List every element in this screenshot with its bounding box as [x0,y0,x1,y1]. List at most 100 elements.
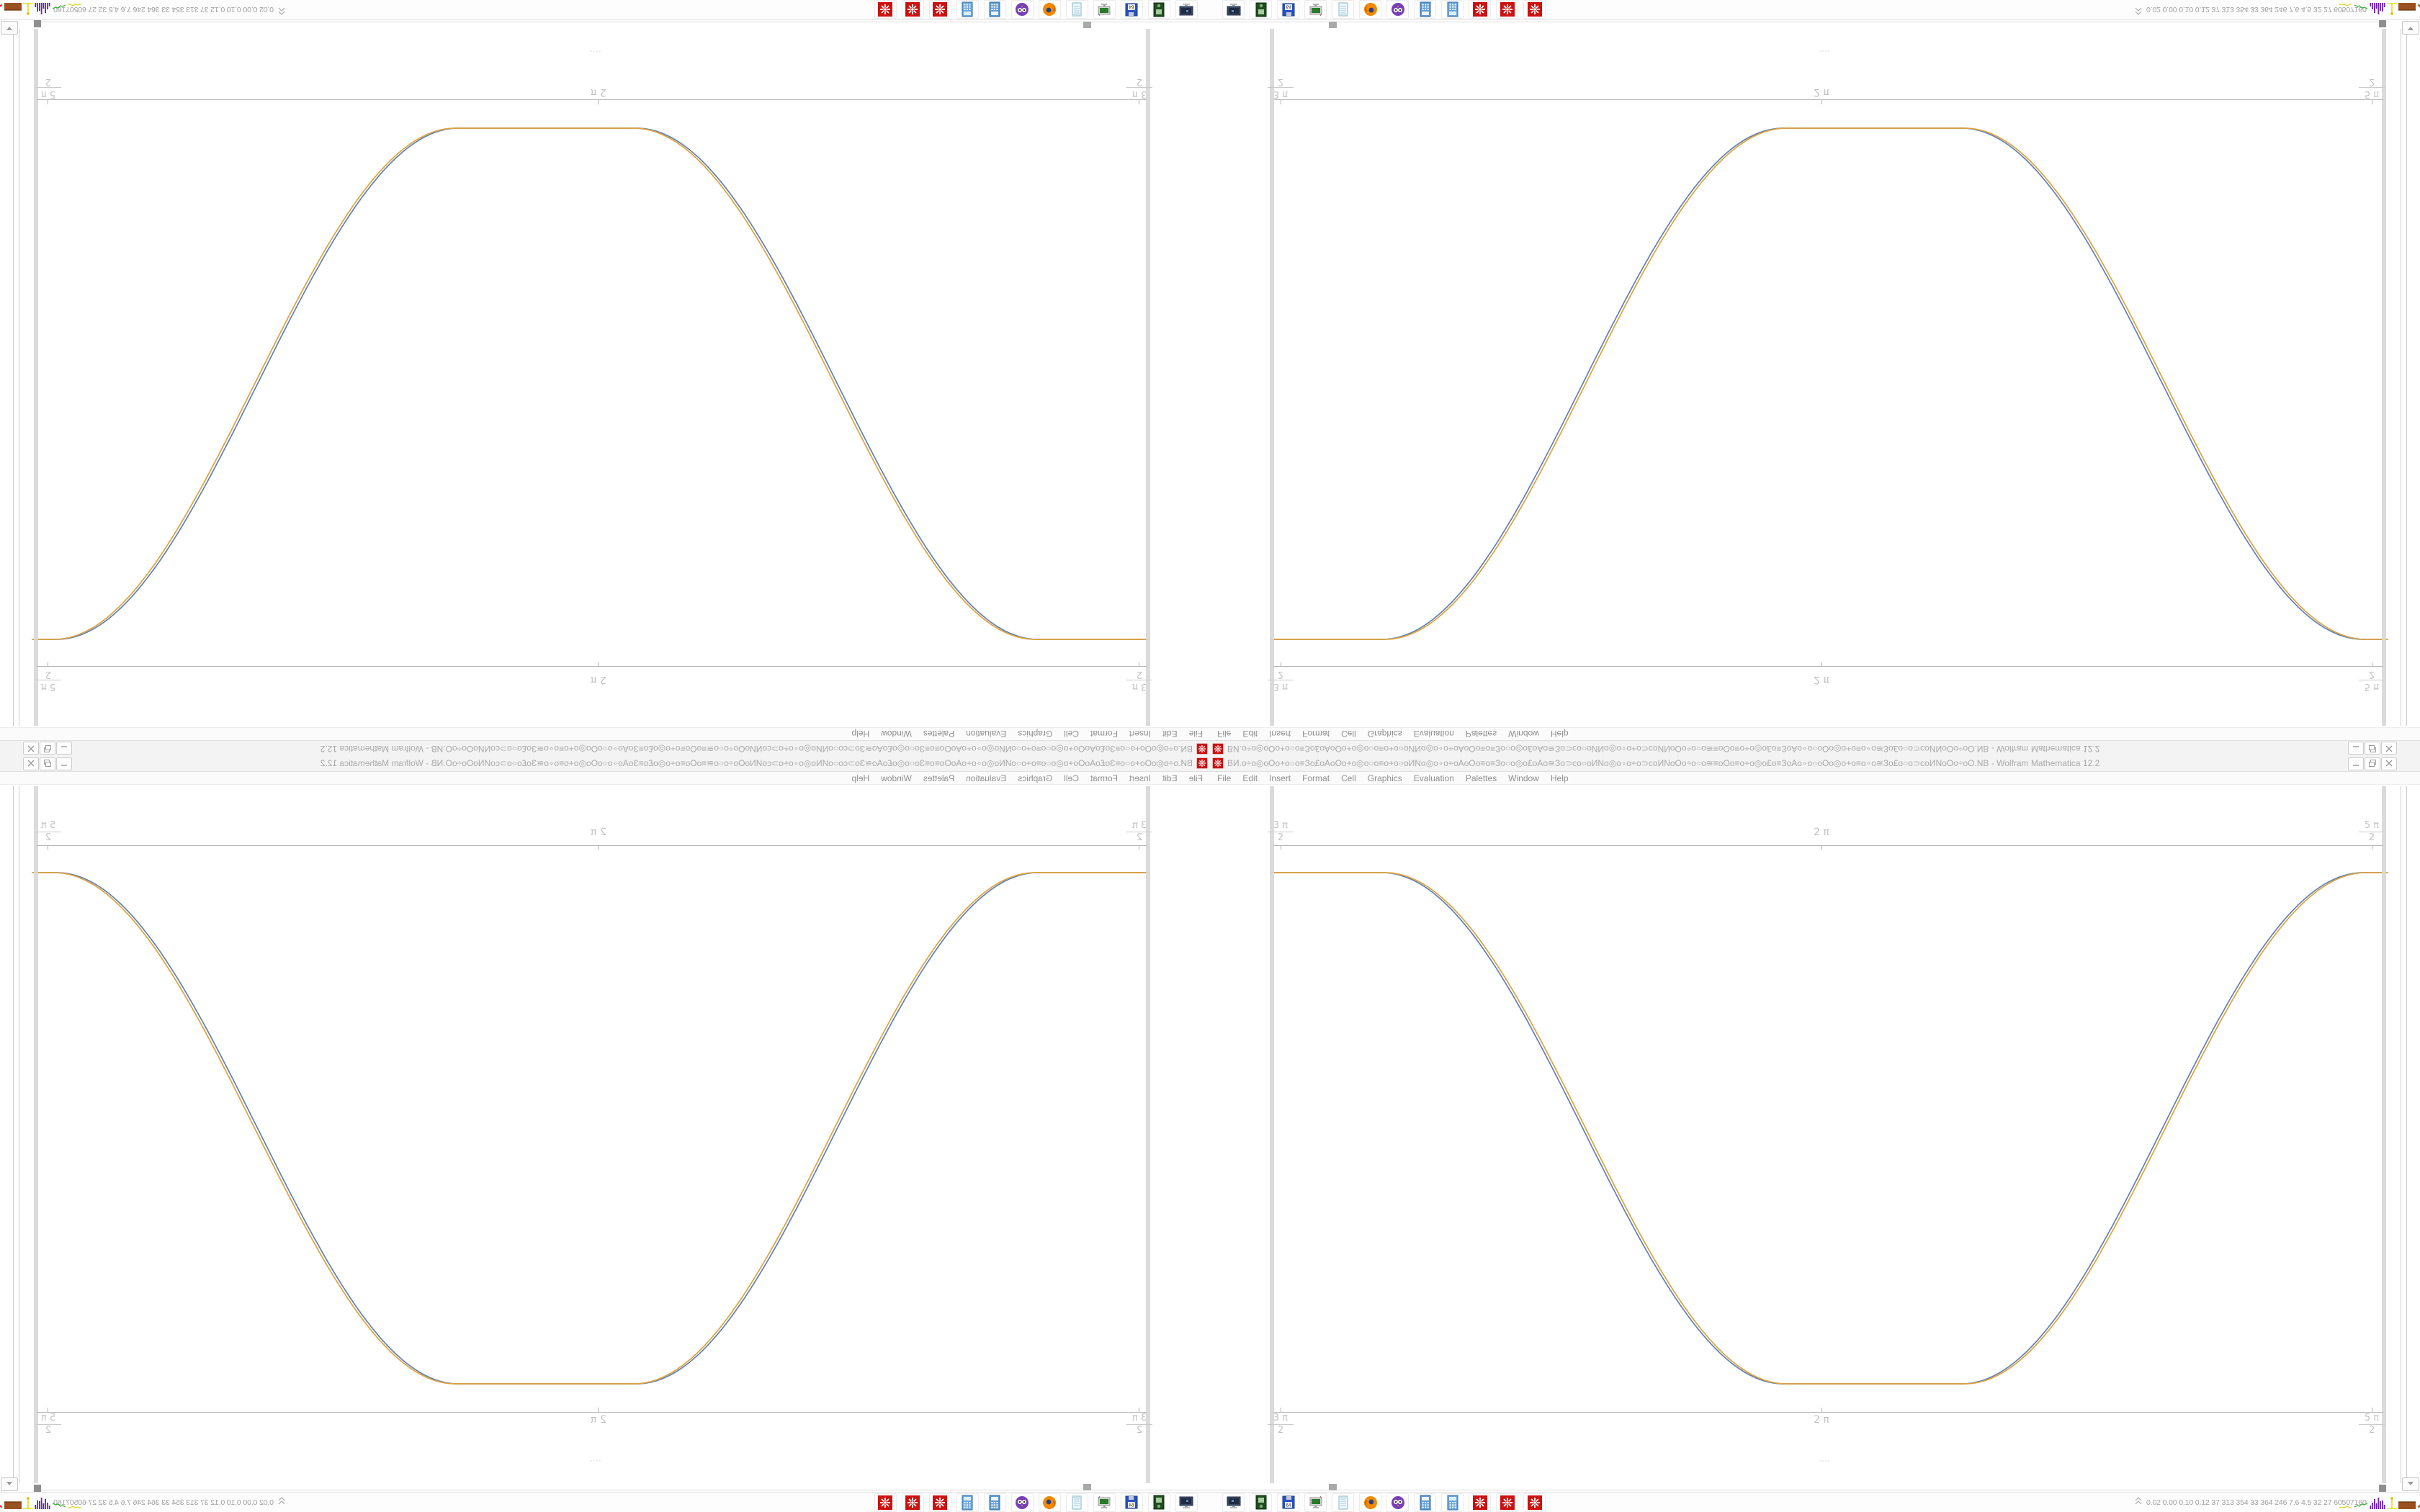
monitor-signal-app-icon[interactable] [1304,1493,1327,1512]
menu-item-help[interactable]: Help [851,729,870,739]
close-button[interactable] [2381,757,2397,770]
minimize-button[interactable] [56,757,72,770]
red-gear-app-icon-1[interactable] [929,1493,951,1512]
floppy-64-app-icon[interactable]: 64 [1121,1493,1143,1512]
minimize-button[interactable] [2348,742,2364,755]
menu-item-palettes[interactable]: Palettes [1465,729,1497,739]
menu-item-help[interactable]: Help [851,773,870,783]
close-button[interactable] [23,757,39,770]
magnification-dropdown-button[interactable] [2402,21,2419,35]
horizontal-scroll-thumb[interactable] [1329,1484,1337,1490]
vertical-scrollbar-line[interactable] [2406,786,2407,1485]
window-titlebar[interactable]: ВИ.о÷о◎оОо+о○о≡Зо£оАоОо+о◎о○о≡о+о○оИNо◎о… [0,756,1210,772]
system-monitor-applet[interactable]: 0.02 0.00 0.10 0.12 37 313 354 33 364 24… [2135,1493,2367,1512]
double-chevron-up-icon[interactable] [278,1496,285,1509]
menu-item-evaluation[interactable]: Evaluation [1413,773,1454,783]
dark-monitor-app-icon[interactable] [1175,0,1198,19]
restore-button[interactable] [40,742,55,755]
menu-item-palettes[interactable]: Palettes [923,729,955,739]
calculator-app-icon[interactable] [984,0,1006,19]
firefox-icon[interactable] [1039,1493,1061,1512]
horizontal-scroll-thumb[interactable] [1329,22,1337,28]
green-handheld-app-icon[interactable] [1250,1493,1272,1512]
menu-item-file[interactable]: File [1188,773,1203,783]
purple-owl-app-icon[interactable] [1386,0,1409,19]
menu-item-palettes[interactable]: Palettes [923,773,955,783]
firefox-icon[interactable] [1359,1493,1381,1512]
window-titlebar[interactable]: ВИ.о÷о◎оОо+о○о≡Зо£оАоОо+о◎о○о≡о+о○оИNо◎о… [0,740,1210,756]
monitor-signal-app-icon[interactable] [1304,0,1327,19]
menu-item-edit[interactable]: Edit [1162,773,1178,783]
red-gear-app-icon-3[interactable] [1523,0,1546,19]
notepad-app-icon[interactable] [1332,0,1354,19]
menu-item-format[interactable]: Format [1302,773,1330,783]
red-gear-app-icon-2[interactable] [902,0,924,19]
red-gear-app-icon-3[interactable] [1523,1493,1546,1512]
horizontal-scroll-thumb[interactable] [1083,22,1091,28]
menu-item-graphics[interactable]: Graphics [1367,729,1402,739]
close-button[interactable] [2381,742,2397,755]
menu-item-insert[interactable]: Insert [1269,729,1291,739]
menu-item-format[interactable]: Format [1302,729,1330,739]
restore-button[interactable] [2365,742,2380,755]
restore-button[interactable] [2365,757,2380,770]
menu-item-cell[interactable]: Cell [1341,729,1356,739]
menu-item-graphics[interactable]: Graphics [1367,773,1402,783]
menu-item-edit[interactable]: Edit [1242,729,1258,739]
horizontal-scrollbar[interactable] [1210,1483,2420,1492]
scroll-corner-thumb[interactable] [34,20,41,27]
monitor-signal-app-icon[interactable] [1093,0,1116,19]
system-monitor-applet[interactable]: 0.02 0.00 0.10 0.12 37 313 354 33 364 24… [2135,0,2367,19]
vertical-scrollbar-line[interactable] [13,27,14,726]
menu-item-window[interactable]: Window [881,729,912,739]
menu-item-cell[interactable]: Cell [1341,773,1356,783]
menu-item-evaluation[interactable]: Evaluation [966,773,1007,783]
close-button[interactable] [23,742,39,755]
menu-item-window[interactable]: Window [1508,773,1539,783]
firefox-icon[interactable] [1039,0,1061,19]
purple-owl-app-icon[interactable] [1011,0,1034,19]
menu-item-edit[interactable]: Edit [1242,773,1258,783]
vertical-scrollbar-line[interactable] [13,786,14,1485]
red-gear-app-icon-3[interactable] [874,1493,897,1512]
menu-item-insert[interactable]: Insert [1129,773,1151,783]
calculator-2-app-icon[interactable] [1441,0,1464,19]
floppy-64-app-icon[interactable]: 64 [1121,0,1143,19]
green-handheld-app-icon[interactable] [1148,0,1170,19]
scroll-corner-thumb[interactable] [2379,20,2386,27]
menu-item-format[interactable]: Format [1090,729,1118,739]
double-chevron-up-icon[interactable] [278,4,285,17]
dark-monitor-app-icon[interactable] [1222,0,1245,19]
horizontal-scrollbar[interactable] [0,1483,1210,1492]
menu-item-cell[interactable]: Cell [1064,729,1079,739]
firefox-icon[interactable] [1359,0,1381,19]
window-titlebar[interactable]: ВИ.о÷о◎оОо+о○о≡Зо£оАоОо+о◎о○о≡о+о○оИNо◎о… [1210,756,2420,772]
notepad-app-icon[interactable] [1332,1493,1354,1512]
system-monitor-applet[interactable]: 0.02 0.00 0.10 0.12 37 313 354 33 364 24… [53,1493,285,1512]
calculator-app-icon[interactable] [1414,1493,1436,1512]
red-gear-app-icon-2[interactable] [1496,0,1518,19]
double-chevron-up-icon[interactable] [2135,1496,2142,1509]
menu-item-help[interactable]: Help [1550,729,1569,739]
system-monitor-applet[interactable]: 0.02 0.00 0.10 0.12 37 313 354 33 364 24… [53,0,285,19]
purple-owl-app-icon[interactable] [1011,1493,1034,1512]
menu-item-window[interactable]: Window [881,773,912,783]
red-gear-app-icon-3[interactable] [874,0,897,19]
magnification-dropdown-button[interactable] [2402,1477,2419,1491]
red-gear-app-icon-1[interactable] [929,0,951,19]
red-gear-app-icon-2[interactable] [1496,1493,1518,1512]
dark-monitor-app-icon[interactable] [1175,1493,1198,1512]
window-titlebar[interactable]: ВИ.о÷о◎оОо+о○о≡Зо£оАоОо+о◎о○о≡о+о○оИNо◎о… [1210,740,2420,756]
green-handheld-app-icon[interactable] [1250,0,1272,19]
calculator-app-icon[interactable] [984,1493,1006,1512]
menu-item-insert[interactable]: Insert [1269,773,1291,783]
menu-item-graphics[interactable]: Graphics [1018,729,1053,739]
notepad-app-icon[interactable] [1066,0,1088,19]
calculator-app-icon[interactable] [1414,0,1436,19]
menu-item-graphics[interactable]: Graphics [1018,773,1053,783]
horizontal-scroll-thumb[interactable] [1083,1484,1091,1490]
magnification-dropdown-button[interactable] [1,21,18,35]
floppy-64-app-icon[interactable]: 64 [1277,1493,1299,1512]
horizontal-scrollbar[interactable] [1210,20,2420,29]
menu-item-cell[interactable]: Cell [1064,773,1079,783]
